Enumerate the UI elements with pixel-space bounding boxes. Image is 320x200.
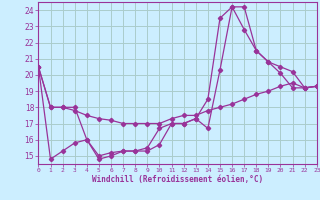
X-axis label: Windchill (Refroidissement éolien,°C): Windchill (Refroidissement éolien,°C)	[92, 175, 263, 184]
